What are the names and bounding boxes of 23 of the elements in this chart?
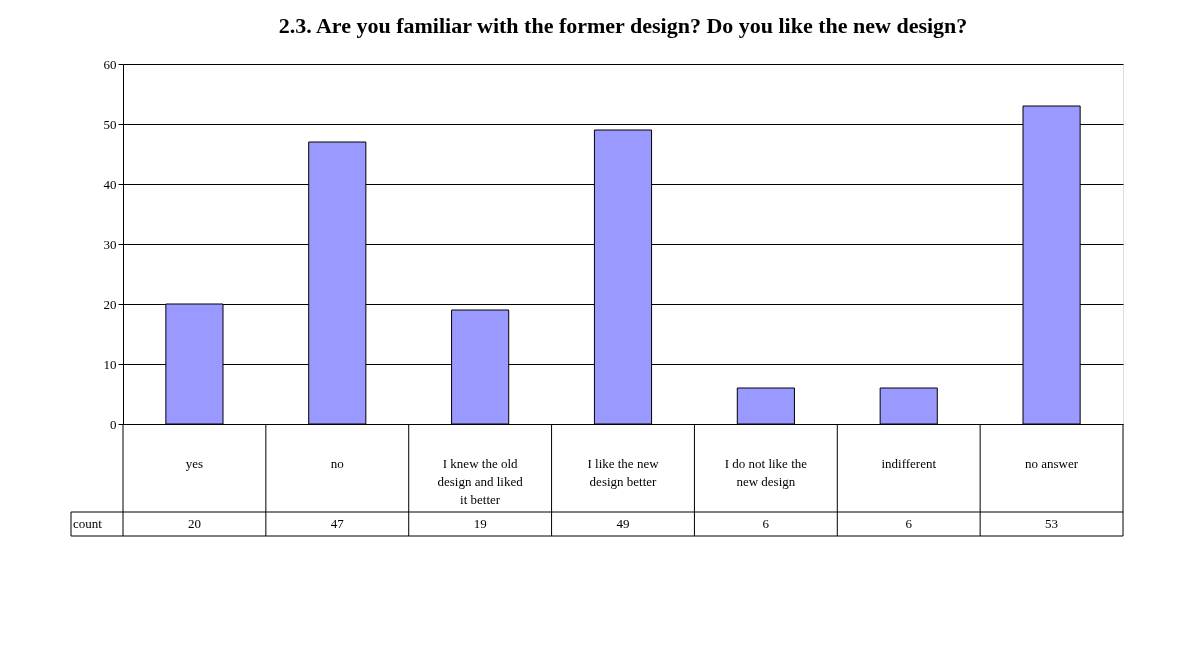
x-tick-label: no answer bbox=[1025, 456, 1079, 471]
data-label: 19 bbox=[473, 516, 487, 531]
x-tick-label: I knew the old design and liked it better bbox=[437, 456, 524, 507]
y-tick-label: 40 bbox=[103, 176, 117, 192]
y-tick-label: 50 bbox=[103, 116, 117, 132]
data-label: 49 bbox=[616, 516, 630, 531]
y-tick-label: 30 bbox=[103, 236, 117, 252]
y-tick-label: 0 bbox=[110, 416, 117, 432]
legend-label: count bbox=[73, 516, 103, 531]
x-tick-label: no bbox=[330, 456, 344, 471]
y-tick-label: 20 bbox=[103, 296, 117, 312]
data-label: 53 bbox=[1045, 516, 1059, 531]
data-label: 47 bbox=[330, 516, 345, 531]
x-tick-label: I do not like the new design bbox=[724, 456, 808, 489]
x-tick-label: indifferent bbox=[881, 456, 937, 471]
y-tick-label: 60 bbox=[103, 56, 117, 72]
y-tick-label: 10 bbox=[103, 356, 117, 372]
x-tick-label: yes bbox=[185, 456, 204, 471]
data-label: 6 bbox=[905, 516, 913, 531]
x-tick-label: I like the new design better bbox=[587, 456, 660, 489]
chart-title: 2.3. Are you familiar with the former design? Do you like the new design? bbox=[278, 13, 968, 38]
data-label: 20 bbox=[187, 516, 201, 531]
data-label: 6 bbox=[762, 516, 770, 531]
